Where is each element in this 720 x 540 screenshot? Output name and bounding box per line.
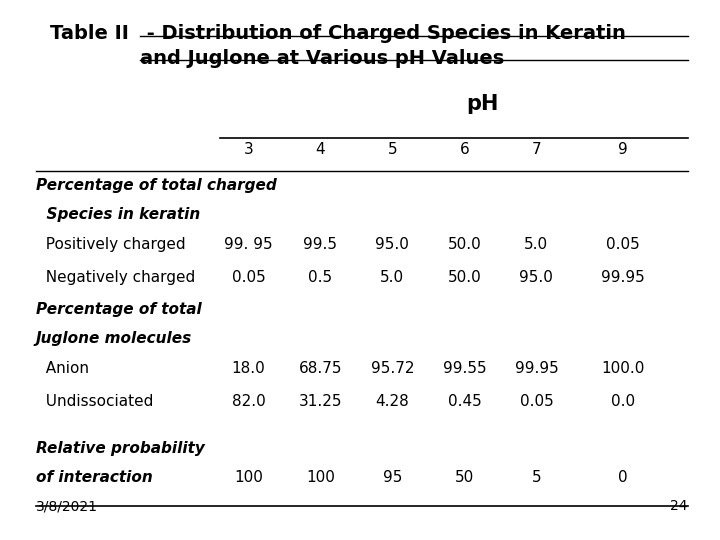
Text: 18.0: 18.0 — [232, 361, 265, 376]
Text: 5.0: 5.0 — [524, 237, 549, 252]
Text: pH: pH — [467, 94, 498, 114]
Text: 50.0: 50.0 — [448, 269, 481, 285]
Text: 95.72: 95.72 — [371, 361, 414, 376]
Text: Species in keratin: Species in keratin — [36, 207, 200, 221]
Text: Percentage of total charged: Percentage of total charged — [36, 178, 276, 193]
Text: Percentage of total: Percentage of total — [36, 302, 202, 317]
Text: Table II: Table II — [50, 24, 130, 43]
Text: 0: 0 — [618, 470, 628, 485]
Text: 0.05: 0.05 — [606, 237, 639, 252]
Text: of interaction: of interaction — [36, 470, 153, 485]
Text: 95.0: 95.0 — [519, 269, 554, 285]
Text: 5.0: 5.0 — [380, 269, 405, 285]
Text: 4: 4 — [315, 142, 325, 157]
Text: 0.45: 0.45 — [448, 394, 481, 409]
Text: Anion: Anion — [36, 361, 89, 376]
Text: 99. 95: 99. 95 — [224, 237, 273, 252]
Text: Undissociated: Undissociated — [36, 394, 153, 409]
Text: 7: 7 — [531, 142, 541, 157]
Text: - Distribution of Charged Species in Keratin: - Distribution of Charged Species in Ker… — [140, 24, 626, 43]
Text: Positively charged: Positively charged — [36, 237, 186, 252]
Text: 95.0: 95.0 — [375, 237, 410, 252]
Text: 3/8/2021: 3/8/2021 — [36, 499, 98, 513]
Text: 3: 3 — [243, 142, 253, 157]
Text: 95: 95 — [383, 470, 402, 485]
Text: 50.0: 50.0 — [448, 237, 481, 252]
Text: 99.55: 99.55 — [443, 361, 486, 376]
Text: 100: 100 — [306, 470, 335, 485]
Text: 0.5: 0.5 — [308, 269, 333, 285]
Text: 99.95: 99.95 — [515, 361, 558, 376]
Text: 5: 5 — [387, 142, 397, 157]
Text: 31.25: 31.25 — [299, 394, 342, 409]
Text: 99.95: 99.95 — [601, 269, 644, 285]
Text: 0.05: 0.05 — [520, 394, 553, 409]
Text: 0.0: 0.0 — [611, 394, 635, 409]
Text: 5: 5 — [531, 470, 541, 485]
Text: 9: 9 — [618, 142, 628, 157]
Text: Relative probability: Relative probability — [36, 441, 205, 456]
Text: 50: 50 — [455, 470, 474, 485]
Text: 100: 100 — [234, 470, 263, 485]
Text: 99.5: 99.5 — [303, 237, 338, 252]
Text: 82.0: 82.0 — [232, 394, 265, 409]
Text: Negatively charged: Negatively charged — [36, 269, 195, 285]
Text: 0.05: 0.05 — [232, 269, 265, 285]
Text: 4.28: 4.28 — [376, 394, 409, 409]
Text: 100.0: 100.0 — [601, 361, 644, 376]
Text: 6: 6 — [459, 142, 469, 157]
Text: 68.75: 68.75 — [299, 361, 342, 376]
Text: 24: 24 — [670, 499, 688, 513]
Text: and Juglone at Various pH Values: and Juglone at Various pH Values — [140, 49, 505, 68]
Text: Juglone molecules: Juglone molecules — [36, 330, 192, 346]
